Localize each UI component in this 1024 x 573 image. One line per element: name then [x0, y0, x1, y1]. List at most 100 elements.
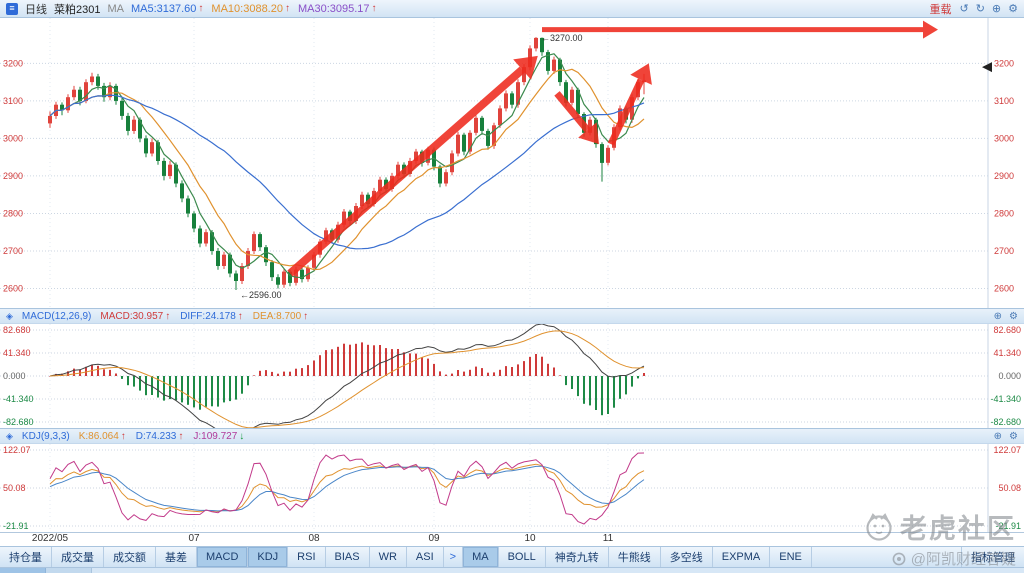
- tab-牛熊线[interactable]: 牛熊线: [609, 547, 661, 567]
- tab-WR[interactable]: WR: [370, 547, 407, 567]
- tab-ASI[interactable]: ASI: [407, 547, 444, 567]
- indicator-collapse-icon[interactable]: ◈: [6, 310, 13, 321]
- kdj-axis-label: 122.07: [3, 445, 31, 455]
- x-axis-label: 11: [602, 533, 614, 544]
- panel-settings-icon[interactable]: ⚙: [1009, 430, 1018, 442]
- kdj-title[interactable]: KDJ(9,3,3): [21, 430, 70, 442]
- tab-indicator-manage[interactable]: 指标管理: [961, 547, 1024, 567]
- indicator-collapse-icon[interactable]: ◈: [6, 430, 13, 441]
- price-axis-label: 2600: [3, 284, 23, 294]
- main-candlestick-chart[interactable]: 3200 3200 3100 3100 3000 3000 2900 2900 2800 2800…: [0, 18, 1024, 308]
- tab-BOLL[interactable]: BOLL: [499, 547, 546, 567]
- k-line: [49, 463, 645, 513]
- pullback-arrow: [554, 91, 599, 145]
- indicator-value-text: DEA:8.700: [252, 310, 302, 322]
- maximize-icon[interactable]: ⊕: [993, 310, 1003, 322]
- symbol-label[interactable]: 菜粕2301: [54, 3, 101, 16]
- up-arrow-icon: ↑: [371, 2, 377, 14]
- secondary-tab-stub[interactable]: [46, 568, 92, 573]
- macd-title[interactable]: MACD(12,26,9): [21, 310, 92, 322]
- macd-axis-label: 0.000: [3, 371, 26, 381]
- kdj-values: K:86.064 ↑ D:74.233 ↑ J:109.727 ↓: [79, 431, 245, 442]
- ma-value-text: MA30:3095.17: [297, 2, 370, 15]
- indicator-value-text: K:86.064: [78, 430, 119, 442]
- maximize-icon[interactable]: ⊕: [993, 430, 1003, 442]
- up-arrow-icon: ↑: [178, 430, 184, 442]
- d-line: [49, 465, 645, 512]
- up-arrow-icon: ↑: [303, 310, 309, 322]
- price-axis-label: 3200: [994, 58, 1014, 68]
- ma30-line: [49, 94, 645, 250]
- reload-button[interactable]: 重载: [929, 3, 952, 16]
- tab-多空线[interactable]: 多空线: [661, 547, 713, 567]
- low-price-label: ←2596.00: [240, 290, 282, 300]
- x-axis-label: 08: [308, 533, 320, 544]
- price-axis-label: 3200: [3, 58, 23, 68]
- macd-panel-header: ◈ MACD(12,26,9) MACD:30.957 ↑ DIFF:24.178 ↑…: [0, 308, 1024, 324]
- kdj-axis-label: -21.91: [995, 521, 1021, 531]
- indicator-tab-bar: 持仓量 成交量 成交额 基差 MACD KDJ RSI BIAS WR ASI > MA BOLL 神奇九…: [0, 546, 1024, 567]
- price-axis-label: 2600: [994, 284, 1014, 294]
- kdj-panel-header: ◈ KDJ(9,3,3) K:86.064 ↑ D:74.233 ↑ J:109.727…: [0, 428, 1024, 444]
- main-grid: 3200 3200 3100 3100 3000 3000 2900 2900 2800 2800…: [0, 18, 1014, 308]
- indicator-value: DEA:8.700 ↑: [253, 311, 308, 322]
- kdj-chart[interactable]: 122.07 122.07 50.08 50.08 -21.91 -21.91: [0, 444, 1024, 532]
- kdj-axis-label: 50.08: [3, 483, 26, 493]
- kdj-axis-label: 50.08: [998, 483, 1021, 493]
- tab-MACD[interactable]: MACD: [197, 547, 249, 567]
- down-arrow-icon: ↓: [239, 430, 245, 442]
- zoom-icon[interactable]: ⊕: [991, 3, 1002, 15]
- macd-axis-label: -82.680: [3, 417, 34, 427]
- x-axis-label: 09: [428, 533, 440, 544]
- ma10-line: [49, 68, 645, 271]
- macd-axis-label: 41.340: [993, 348, 1021, 358]
- ma-value: MA10:3088.20 ↑: [211, 3, 290, 15]
- last-price-marker: [982, 62, 992, 73]
- tab-ENE[interactable]: ENE: [770, 547, 812, 567]
- tab-BIAS[interactable]: BIAS: [326, 547, 370, 567]
- panel-settings-icon[interactable]: ⚙: [1009, 310, 1018, 322]
- tab-神奇九转[interactable]: 神奇九转: [546, 547, 609, 567]
- top-toolbar: ≡ 日线 菜粕2301 MA MA5:3137.60 ↑ MA10:3088.20 ↑…: [0, 0, 1024, 18]
- x-axis: 2022/05 07 08 09 10 11: [0, 532, 1024, 546]
- macd-values: MACD:30.957 ↑ DIFF:24.178 ↑ DEA:8.700 ↑: [100, 311, 308, 322]
- kdj-axis-label: -21.91: [3, 521, 29, 531]
- tabs-scroll-right-button[interactable]: >: [444, 547, 464, 567]
- tab-成交量[interactable]: 成交量: [52, 547, 104, 567]
- tab-RSI[interactable]: RSI: [288, 547, 326, 567]
- up-arrow-icon: ↑: [284, 2, 290, 14]
- tab-持仓量[interactable]: 持仓量: [0, 547, 52, 567]
- price-axis-label: 3000: [994, 133, 1014, 143]
- x-axis-label: 2022/05: [31, 533, 69, 544]
- macd-chart[interactable]: 82.680 82.680 41.340 41.340 0.000 0.000 -41.34…: [0, 324, 1024, 428]
- price-axis-label: 2800: [3, 209, 23, 219]
- macd-axis-label: 82.680: [3, 325, 31, 335]
- secondary-tab-stub[interactable]: [0, 568, 46, 573]
- undo-icon[interactable]: ↺: [959, 3, 969, 15]
- settings-icon[interactable]: ⚙: [1008, 3, 1018, 15]
- j-line: [49, 452, 645, 525]
- indicator-value: MACD:30.957 ↑: [100, 311, 170, 322]
- tab-KDJ[interactable]: KDJ: [248, 547, 289, 567]
- dea-line: [49, 330, 645, 428]
- macd-axis-label: -82.680: [990, 417, 1021, 427]
- price-axis-label: 3100: [3, 96, 23, 106]
- ma-value-text: MA10:3088.20: [211, 2, 283, 15]
- ma5-line: [49, 53, 645, 279]
- price-axis-label: 2800: [994, 209, 1014, 219]
- indicator-value: K:86.064 ↑: [79, 431, 126, 442]
- tab-成交额[interactable]: 成交额: [104, 547, 156, 567]
- redo-icon[interactable]: ↻: [975, 3, 985, 15]
- kdj-panel-icons: ⊕ ⚙: [994, 431, 1018, 442]
- tab-EXPMA[interactable]: EXPMA: [713, 547, 771, 567]
- indicator-value: D:74.233 ↑: [136, 431, 184, 442]
- diff-line: [49, 324, 645, 428]
- chart-type-icon[interactable]: ≡: [6, 2, 18, 15]
- toolbar-icons: ↺ ↻ ⊕ ⚙: [959, 2, 1018, 15]
- x-axis-label: 10: [524, 533, 536, 544]
- indicator-value-text: MACD:30.957: [100, 310, 164, 322]
- tab-基差[interactable]: 基差: [156, 547, 197, 567]
- period-label[interactable]: 日线: [25, 3, 47, 16]
- tab-MA[interactable]: MA: [463, 547, 499, 567]
- toolbar-right: 重载 ↺ ↻ ⊕ ⚙: [929, 1, 1018, 17]
